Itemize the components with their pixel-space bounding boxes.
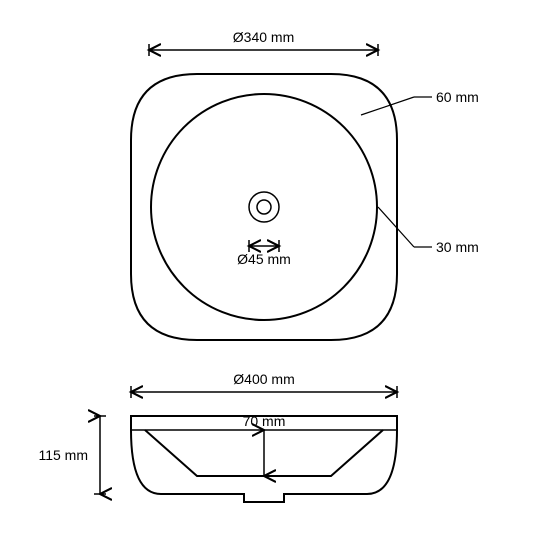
dim-d400-label: Ø400 mm <box>233 371 294 387</box>
leader-60-label: 60 mm <box>436 89 479 105</box>
dim-115-label: 115 mm <box>38 447 88 463</box>
drain-inner-circle <box>257 200 271 214</box>
top-outer-squircle <box>131 74 397 340</box>
dim-d340-label: Ø340 mm <box>233 29 294 45</box>
leader-30-label: 30 mm <box>436 239 479 255</box>
drain-outer-circle <box>249 192 279 222</box>
technical-drawing: Ø340 mm Ø45 mm 60 mm 30 mm Ø400 mm 70 mm 115 m… <box>0 0 560 560</box>
dim-70-label: 70 mm <box>243 413 286 429</box>
top-basin-circle <box>151 94 377 320</box>
dim-d45-label: Ø45 mm <box>237 251 291 267</box>
